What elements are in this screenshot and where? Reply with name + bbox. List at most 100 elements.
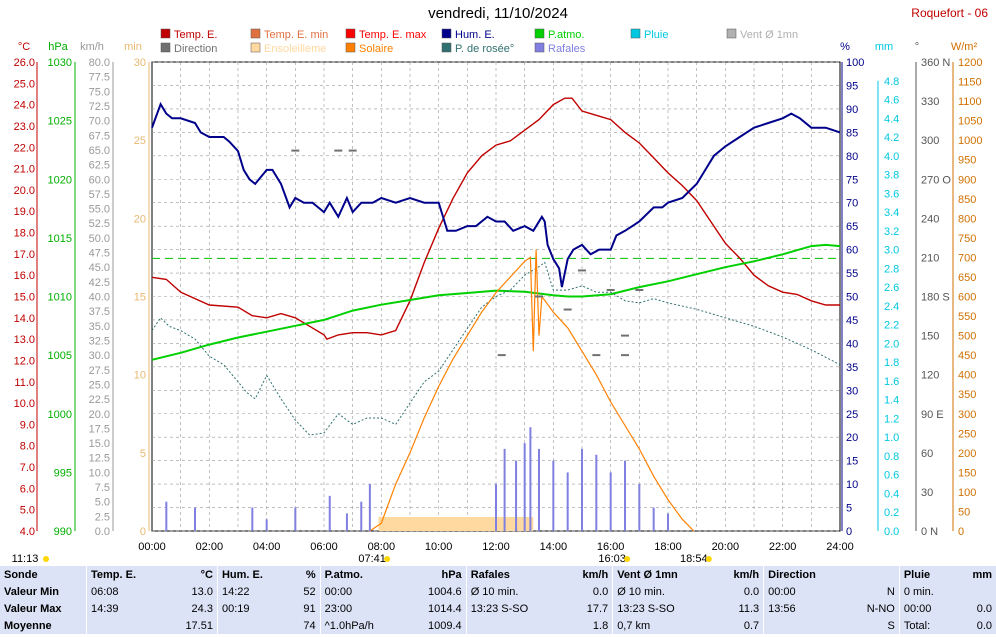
- stats-value-hum: 74: [303, 619, 316, 632]
- axis-tick-label: 18.0: [14, 228, 35, 240]
- axis-tick-label: 1025: [48, 116, 72, 128]
- legend-swatch: [250, 42, 261, 53]
- axis-tick-label: 1050: [958, 116, 982, 128]
- axis-tick-label: 27.5: [89, 365, 110, 377]
- axis-tick-label: 4.2: [884, 132, 899, 144]
- axis-tick-label: 100: [846, 57, 864, 69]
- legend-item: P.atmo.: [534, 28, 585, 41]
- axis-tick-label: 40.0: [89, 292, 110, 304]
- axis-tick-label: 52.5: [89, 218, 110, 230]
- stats-value-press: hPa: [441, 568, 462, 581]
- axis-tick-label: 95: [846, 80, 858, 92]
- legend-swatch: [534, 42, 545, 53]
- legend-label: Rafales: [548, 43, 586, 55]
- axis-tick-label: 1030: [48, 57, 72, 69]
- stats-row-label: Valeur Max: [4, 602, 62, 615]
- stats-value-hum: 91: [303, 602, 316, 615]
- axis-tick-label: 77.5: [89, 72, 110, 84]
- axis-tick-label: 200: [958, 448, 976, 460]
- axis-tick-label: 50: [846, 292, 858, 304]
- stats-cell-wind: Vent Ø 1mn: [612, 566, 714, 583]
- x-tick-label: 22:00: [769, 541, 797, 553]
- sun-marker: [384, 556, 391, 562]
- axis-tick-label: 2.8: [884, 263, 899, 275]
- axis-tick-label: 1000: [958, 135, 982, 147]
- axis-tick-label: 2.4: [884, 301, 899, 313]
- axis-tick-label: 67.5: [89, 130, 110, 142]
- axis-tick-label: 990: [54, 526, 72, 538]
- legend-label: Temp. E. min: [264, 29, 328, 41]
- axis-tick-label: 150: [958, 467, 976, 479]
- axis-tick-label: 25: [134, 135, 146, 147]
- axis-tick-label: 270 O: [921, 174, 951, 186]
- axis-press: 1030 1025 1020 1015 1010 1005 1000 995 990 hPa: [48, 41, 76, 538]
- axis-tick-label: 19.0: [14, 206, 35, 218]
- series-p-atmo-: [151, 243, 841, 361]
- axis-tick-label: 13.0: [14, 334, 35, 346]
- axis-tick-label: 50.0: [89, 233, 110, 245]
- stats-cell-press: 00:00: [319, 583, 405, 600]
- axis-tick-label: 950: [958, 155, 976, 167]
- axis-tick-label: 5.0: [95, 497, 110, 509]
- stats-cell-dir: 13:56: [763, 600, 846, 617]
- stats-cell-wind: 13:23 S-SO: [612, 600, 714, 617]
- axis-tick-label: 900: [958, 174, 976, 186]
- series-line: [151, 97, 840, 340]
- stats-value-wind: km/h: [733, 568, 760, 581]
- stats-cell-wind: 0,7 km: [612, 617, 714, 634]
- axis-tick-label: 12.5: [89, 453, 110, 465]
- legend-label: Hum. E.: [455, 29, 495, 41]
- axis-tick-label: 40: [846, 338, 858, 350]
- axis-unit-label: °C: [18, 41, 30, 53]
- x-tick-label: 14:00: [540, 541, 568, 553]
- legend-label: Ensoleilleme: [264, 43, 326, 55]
- stats-cell-dir: Direction: [763, 566, 846, 583]
- axis-tick-label: 45: [846, 315, 858, 327]
- axis-unit-label: %: [840, 41, 850, 53]
- stats-value-temp: °C: [200, 568, 213, 581]
- axis-tick-label: 2.2: [884, 320, 899, 332]
- axis-tick-label: 55.0: [89, 204, 110, 216]
- axis-tick-label: 3.4: [884, 207, 899, 219]
- stats-cell-press: P.atmo.: [319, 566, 405, 583]
- axis-tick-label: 400: [958, 370, 976, 382]
- stats-cell-press: ^1.0hPa/h: [319, 617, 405, 634]
- series-rafales: [165, 427, 669, 531]
- axis-tick-label: 6.0: [20, 483, 35, 495]
- axis-tick-label: 70.0: [89, 116, 110, 128]
- axis-tick-label: 120: [921, 370, 939, 382]
- axis-tick-label: 90 E: [921, 409, 944, 421]
- axis-tick-label: 15: [846, 456, 858, 468]
- axis-tick-label: 35: [846, 362, 858, 374]
- axis-tick-label: 0.0: [95, 526, 110, 538]
- legend-label: Temp. E.: [174, 29, 217, 41]
- axis-tick-label: 55: [846, 268, 858, 280]
- axis-tick-label: 3.0: [884, 245, 899, 257]
- stats-value-press: 1009.4: [428, 619, 462, 632]
- legend-label: Direction: [174, 43, 217, 55]
- series-solaire: [369, 249, 695, 532]
- axis-tick-label: 15: [134, 292, 146, 304]
- stats-value-dir: [846, 566, 900, 583]
- axis-tick-label: 85: [846, 127, 858, 139]
- axis-unit-label: mm: [875, 41, 893, 53]
- axis-tick-label: 7.5: [95, 482, 110, 494]
- axis-tick-label: 1150: [958, 77, 982, 89]
- series-p-de-ros-e-: [151, 261, 841, 436]
- x-tick-label: 08:00: [368, 541, 396, 553]
- axis-tick-label: 1.4: [884, 395, 899, 407]
- axis-tick-label: 995: [54, 467, 72, 479]
- axis-tick-label: 30: [134, 57, 146, 69]
- axis-tick-label: 26.0: [14, 57, 35, 69]
- axis-tick-label: 180 S: [921, 292, 950, 304]
- axis-tick-label: 1.8: [884, 357, 899, 369]
- axis-tick-label: 1200: [958, 57, 982, 69]
- axis-unit-label: W/m²: [951, 41, 978, 53]
- axis-tick-label: 4.8: [884, 76, 899, 88]
- legend-item: Hum. E.: [441, 28, 495, 41]
- x-tick-label: 06:00: [310, 541, 338, 553]
- axis-tick-label: 21.0: [14, 164, 35, 176]
- stats-cell-rain: Pluie: [898, 566, 956, 583]
- axis-tick-label: 0: [140, 526, 146, 538]
- stats-cell-gust: [465, 617, 563, 634]
